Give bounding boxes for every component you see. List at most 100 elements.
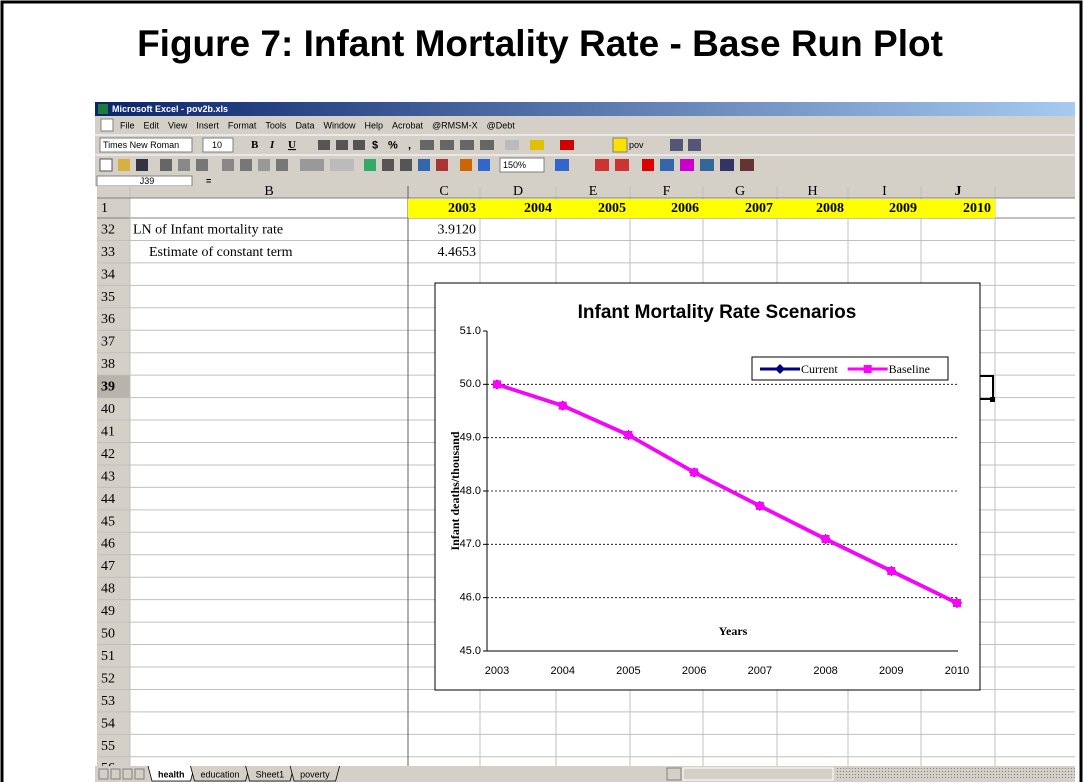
tab-scroll-button[interactable] [134, 768, 145, 780]
sheet-tab[interactable]: education [201, 769, 240, 779]
underline-button[interactable]: U [288, 139, 296, 151]
tab-scroll-button[interactable] [98, 768, 109, 780]
icon[interactable] [680, 159, 694, 171]
icon[interactable] [318, 140, 330, 150]
scrollbar-arrow[interactable] [666, 767, 682, 781]
icon[interactable] [178, 159, 190, 171]
icon[interactable] [336, 140, 348, 150]
icon[interactable] [276, 159, 288, 171]
row-number: 42 [101, 447, 115, 462]
menu-item[interactable]: File [120, 120, 135, 130]
menu-item[interactable]: @RMSM-X [432, 120, 478, 130]
font-box[interactable] [99, 137, 193, 153]
icon[interactable] [300, 159, 324, 171]
bold-button[interactable]: B [251, 139, 259, 151]
legend-label: Current [801, 362, 838, 376]
icon[interactable] [258, 159, 270, 171]
size-box[interactable] [202, 137, 234, 153]
percent-button[interactable]: % [388, 139, 398, 151]
row-number: 55 [101, 739, 115, 754]
y-tick-label: 49.0 [460, 432, 481, 444]
icon[interactable] [240, 159, 252, 171]
icon[interactable] [222, 159, 234, 171]
menu-item[interactable]: Acrobat [392, 120, 424, 130]
icon[interactable] [670, 139, 683, 151]
icon[interactable] [688, 139, 701, 151]
point [493, 380, 501, 389]
icon[interactable] [418, 159, 430, 171]
icon[interactable] [136, 159, 148, 171]
icon[interactable] [642, 159, 654, 171]
point [690, 468, 699, 477]
tab-scroll-button[interactable] [122, 768, 133, 780]
menu-item[interactable]: Window [323, 120, 356, 130]
icon[interactable] [615, 159, 629, 171]
row-number: 52 [101, 671, 115, 686]
sheet-tab[interactable]: Sheet1 [256, 769, 285, 779]
row-number: 53 [101, 694, 115, 709]
icon[interactable] [460, 159, 472, 171]
icon[interactable] [740, 159, 754, 171]
row-number: 47 [101, 559, 115, 574]
icon[interactable] [196, 159, 208, 171]
icon[interactable] [364, 159, 376, 171]
menu-item[interactable]: View [168, 120, 188, 130]
icon[interactable] [436, 159, 448, 171]
legend-marker [775, 364, 785, 374]
row-number: 33 [101, 245, 115, 260]
tab-scroll-button[interactable] [110, 768, 121, 780]
icon[interactable] [478, 159, 490, 171]
menu-item[interactable]: Edit [144, 120, 160, 130]
icon[interactable] [330, 159, 354, 171]
sheet-tab[interactable]: health [158, 769, 185, 779]
chart-title: Infant Mortality Rate Scenarios [578, 302, 857, 323]
icon[interactable] [480, 140, 494, 150]
series-line [496, 382, 958, 605]
pov-icon[interactable] [612, 137, 628, 153]
year-cell [480, 199, 556, 218]
menu-item[interactable]: Insert [196, 120, 219, 130]
menu-item[interactable]: Format [228, 120, 257, 130]
icon[interactable] [530, 140, 544, 150]
icon[interactable] [118, 159, 130, 171]
y-tick-label: 51.0 [460, 325, 481, 337]
window-title: Microsoft Excel - pov2b.xls [112, 104, 228, 114]
pov-button[interactable]: pov [629, 140, 644, 150]
icon[interactable] [660, 159, 674, 171]
sheet-tab[interactable]: poverty [300, 769, 330, 779]
row-number: 44 [101, 492, 115, 507]
tab-shape [289, 765, 340, 782]
icon[interactable] [420, 140, 434, 150]
icon[interactable] [555, 159, 569, 171]
currency-button[interactable]: $ [372, 139, 378, 151]
zoom-box[interactable] [499, 157, 545, 173]
icon[interactable] [99, 158, 113, 172]
icon[interactable] [700, 159, 714, 171]
icon[interactable] [160, 159, 172, 171]
icon[interactable] [382, 159, 394, 171]
comma-button[interactable]: , [408, 139, 411, 151]
icon[interactable] [353, 140, 365, 150]
italic-button[interactable]: I [269, 139, 275, 151]
icon[interactable] [720, 159, 734, 171]
y-tick-label: 47.0 [460, 538, 481, 550]
icon[interactable] [505, 140, 519, 150]
row-number: 46 [101, 537, 115, 552]
menu-item[interactable]: Data [295, 120, 314, 130]
year-cell [921, 199, 995, 218]
scrollbar-thumb[interactable] [682, 767, 834, 781]
menu-item[interactable]: @Debt [487, 120, 516, 130]
row-number: 34 [101, 267, 115, 282]
menu-item[interactable]: Tools [265, 120, 287, 130]
icon[interactable] [460, 140, 474, 150]
row-number: 39 [101, 380, 115, 395]
x-tick-label: 2008 [813, 665, 837, 677]
icon[interactable] [440, 140, 454, 150]
icon[interactable] [400, 159, 412, 171]
formula-text: = [206, 176, 211, 186]
icon[interactable] [560, 140, 574, 150]
y-axis-label: Infant deaths/thousand [448, 431, 462, 550]
icon[interactable] [595, 159, 609, 171]
menu-item[interactable]: Help [364, 120, 383, 130]
